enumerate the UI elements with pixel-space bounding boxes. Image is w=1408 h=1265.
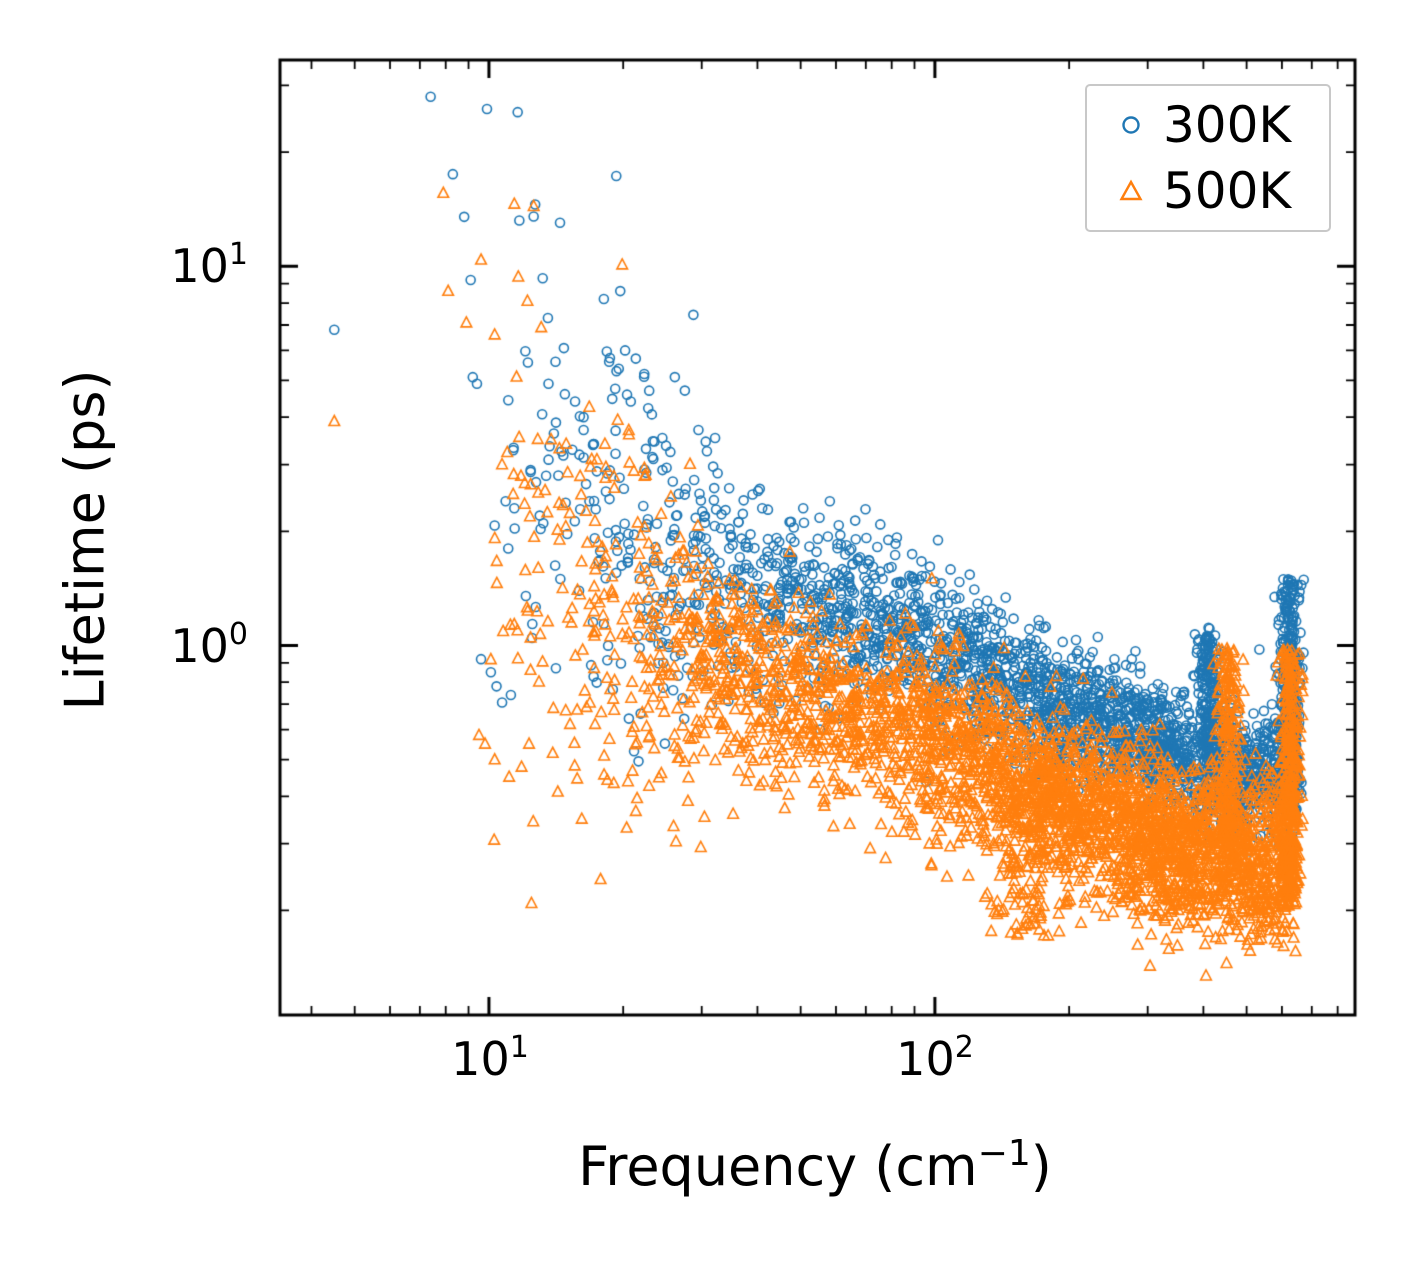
triangle-marker-icon — [1119, 179, 1143, 201]
y-tick-label-10: 101 — [170, 237, 248, 293]
x-axis-label-sup: −1 — [977, 1133, 1031, 1174]
y-tick-base: 10 — [170, 239, 229, 293]
y-tick-label-1: 100 — [170, 617, 248, 673]
legend-label-500k: 500K — [1163, 162, 1292, 220]
y-tick-exp: 1 — [228, 237, 248, 272]
x-tick-exp: 2 — [954, 1030, 974, 1065]
legend: 300K 500K — [1085, 84, 1331, 232]
y-tick-base: 10 — [170, 619, 229, 673]
x-axis-label-suffix: ) — [1030, 1135, 1052, 1198]
circle-marker-icon — [1122, 116, 1140, 134]
x-tick-label-10: 101 — [451, 1030, 529, 1086]
x-axis-label-prefix: Frequency (cm — [578, 1135, 978, 1198]
x-tick-base: 10 — [896, 1032, 955, 1086]
x-axis-label: Frequency (cm−1) — [578, 1133, 1052, 1198]
x-tick-base: 10 — [451, 1032, 510, 1086]
x-tick-exp: 1 — [509, 1030, 529, 1065]
y-tick-exp: 0 — [228, 617, 248, 652]
y-axis-label-text: Lifetime (ps) — [53, 369, 117, 711]
legend-label-300k: 300K — [1163, 96, 1292, 154]
legend-item-300k: 300K — [1097, 100, 1319, 150]
x-tick-label-100: 102 — [896, 1030, 974, 1086]
y-axis-label: Lifetime (ps) — [54, 369, 117, 710]
legend-item-500k: 500K — [1097, 166, 1319, 216]
